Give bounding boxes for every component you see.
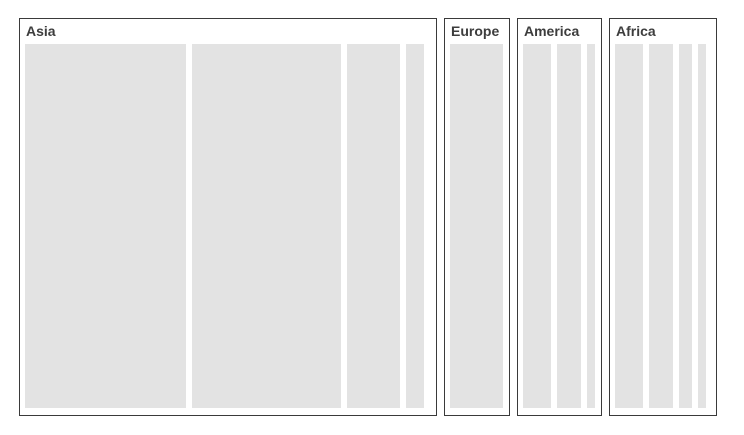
- group-asia: Asia: [19, 18, 437, 416]
- cell: [587, 44, 595, 408]
- cell: [347, 44, 400, 408]
- group-title-america: America: [524, 23, 580, 39]
- cell: [698, 44, 706, 408]
- group-europe: Europe: [444, 18, 510, 416]
- cell: [557, 44, 581, 408]
- group-title-asia: Asia: [26, 23, 56, 39]
- cell: [679, 44, 692, 408]
- group-africa: Africa: [609, 18, 717, 416]
- cell: [649, 44, 673, 408]
- cell: [615, 44, 643, 408]
- cell: [406, 44, 424, 408]
- group-america: America: [517, 18, 602, 416]
- cell: [523, 44, 551, 408]
- cell: [450, 44, 503, 408]
- cell: [25, 44, 186, 408]
- group-title-africa: Africa: [616, 23, 656, 39]
- cell: [192, 44, 341, 408]
- group-title-europe: Europe: [451, 23, 500, 39]
